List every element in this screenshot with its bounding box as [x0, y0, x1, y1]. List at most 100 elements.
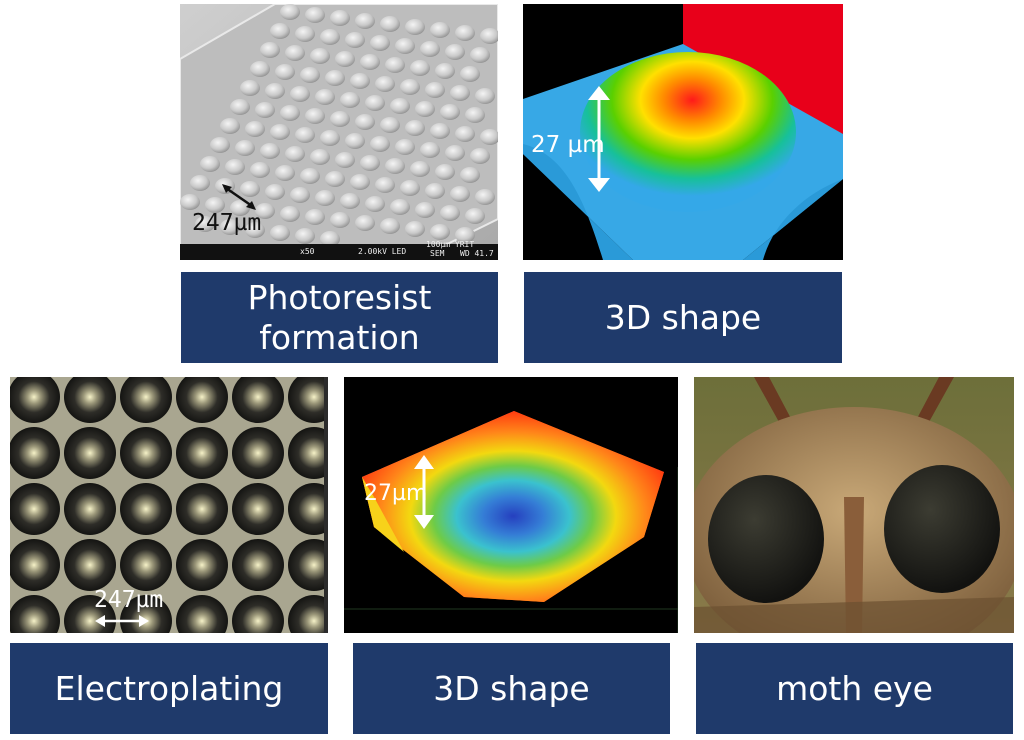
photoresist-bump	[290, 86, 310, 102]
photoresist-bump	[465, 208, 485, 224]
electroplated-lens	[10, 539, 60, 591]
photoresist-bump	[315, 190, 335, 206]
photoresist-bump	[325, 171, 345, 187]
electroplated-lens	[10, 377, 60, 423]
electroplated-lens	[176, 539, 228, 591]
photoresist-bump	[440, 205, 460, 221]
photoresist-bump	[405, 19, 425, 35]
photoresist-bump	[395, 139, 415, 155]
electroplated-lens	[120, 483, 172, 535]
electroplated-lens	[10, 427, 60, 479]
caption-electroplating-text: Electroplating	[54, 668, 284, 708]
photoresist-bump	[295, 26, 315, 42]
electroplated-lens	[176, 377, 228, 423]
electroplated-lens	[288, 483, 328, 535]
photoresist-bump	[340, 92, 360, 108]
photoresist-bump	[330, 111, 350, 127]
electroplated-lens	[288, 377, 328, 423]
photoresist-bump	[360, 155, 380, 171]
photoresist-bump	[420, 142, 440, 158]
photoresist-bump	[270, 225, 290, 241]
caption-moth-eye-text: moth eye	[776, 668, 933, 708]
photoresist-bump	[375, 76, 395, 92]
caption-3d-shape-top-text: 3D shape	[604, 297, 762, 337]
electroplating-pitch-arrow	[95, 615, 149, 627]
photoresist-bump	[445, 145, 465, 161]
photoresist-bump	[435, 63, 455, 79]
photoresist-bump	[355, 13, 375, 29]
photoresist-bump	[280, 206, 300, 222]
photoresist-bump	[390, 199, 410, 215]
photoresist-bump	[320, 130, 340, 146]
photoresist-bump	[385, 57, 405, 73]
photoresist-bump	[470, 47, 490, 63]
photoresist-bump	[310, 48, 330, 64]
photoresist-bump	[235, 140, 255, 156]
electroplated-lens	[232, 483, 284, 535]
electroplated-lens	[64, 427, 116, 479]
photoresist-bump	[260, 42, 280, 58]
electroplated-lens	[120, 595, 172, 633]
photoresist-bump	[230, 200, 250, 216]
photoresist-bump	[455, 227, 475, 243]
photoresist-bump	[275, 165, 295, 181]
caption-3d-shape-bottom: 3D shape	[353, 643, 670, 734]
photoresist-sem-graphic	[180, 4, 498, 260]
electroplated-lens	[64, 483, 116, 535]
photoresist-bump	[325, 70, 345, 86]
photoresist-bump	[345, 133, 365, 149]
photoresist-bump	[285, 146, 305, 162]
photoresist-bump	[390, 98, 410, 114]
photoresist-bump	[265, 83, 285, 99]
photoresist-bump	[240, 181, 260, 197]
photoresist-bump	[210, 137, 230, 153]
electroplated-lens	[176, 483, 228, 535]
photoresist-bump	[475, 189, 495, 205]
electroplated-lens	[288, 595, 328, 633]
photoresist-bump	[360, 54, 380, 70]
photoresist-bump	[330, 212, 350, 228]
photoresist-bump	[380, 16, 400, 32]
photoresist-bump	[400, 79, 420, 95]
cavity-height-label: 27µm	[364, 481, 428, 506]
photoresist-bump	[470, 148, 490, 164]
electroplating-graphic	[10, 377, 328, 633]
dome-3d-shape-image: 27 µm	[523, 4, 843, 260]
photoresist-bump	[355, 215, 375, 231]
sem-mode: SEM	[430, 249, 445, 258]
photoresist-bump	[375, 177, 395, 193]
sem-wd: WD 41.7	[460, 249, 494, 258]
photoresist-bump	[285, 45, 305, 61]
electroplating-pitch-label: 247µm	[94, 587, 164, 613]
photoresist-bump	[405, 221, 425, 237]
photoresist-bump	[455, 25, 475, 41]
photoresist-bump	[320, 231, 340, 247]
electroplated-lens	[120, 539, 172, 591]
photoresist-bump	[330, 10, 350, 26]
electroplated-lens	[64, 377, 116, 423]
photoresist-bump	[400, 180, 420, 196]
photoresist-bump	[335, 51, 355, 67]
photoresist-bump	[445, 44, 465, 60]
photoresist-bump	[255, 203, 275, 219]
photoresist-bump	[450, 85, 470, 101]
caption-electroplating: Electroplating	[10, 643, 328, 734]
photoresist-bump	[410, 161, 430, 177]
photoresist-bump	[225, 159, 245, 175]
photoresist-bump	[335, 152, 355, 168]
photoresist-bump	[435, 164, 455, 180]
electroplating-image: 247µm	[10, 377, 328, 633]
photoresist-pitch-arrow	[222, 184, 256, 210]
caption-photoresist-line2: formation	[259, 317, 420, 357]
cavity-3d-shape-image: 27µm	[344, 377, 678, 633]
photoresist-bump	[460, 167, 480, 183]
photoresist-bump	[380, 117, 400, 133]
photoresist-pitch-label: 247µm	[192, 210, 262, 236]
electroplated-lens	[120, 377, 172, 423]
photoresist-bump	[195, 216, 215, 232]
photoresist-bump	[290, 187, 310, 203]
photoresist-bump	[320, 29, 340, 45]
photoresist-bump	[370, 136, 390, 152]
electroplated-lens	[232, 539, 284, 591]
sem-scale: 100µm YRIT	[426, 240, 475, 249]
